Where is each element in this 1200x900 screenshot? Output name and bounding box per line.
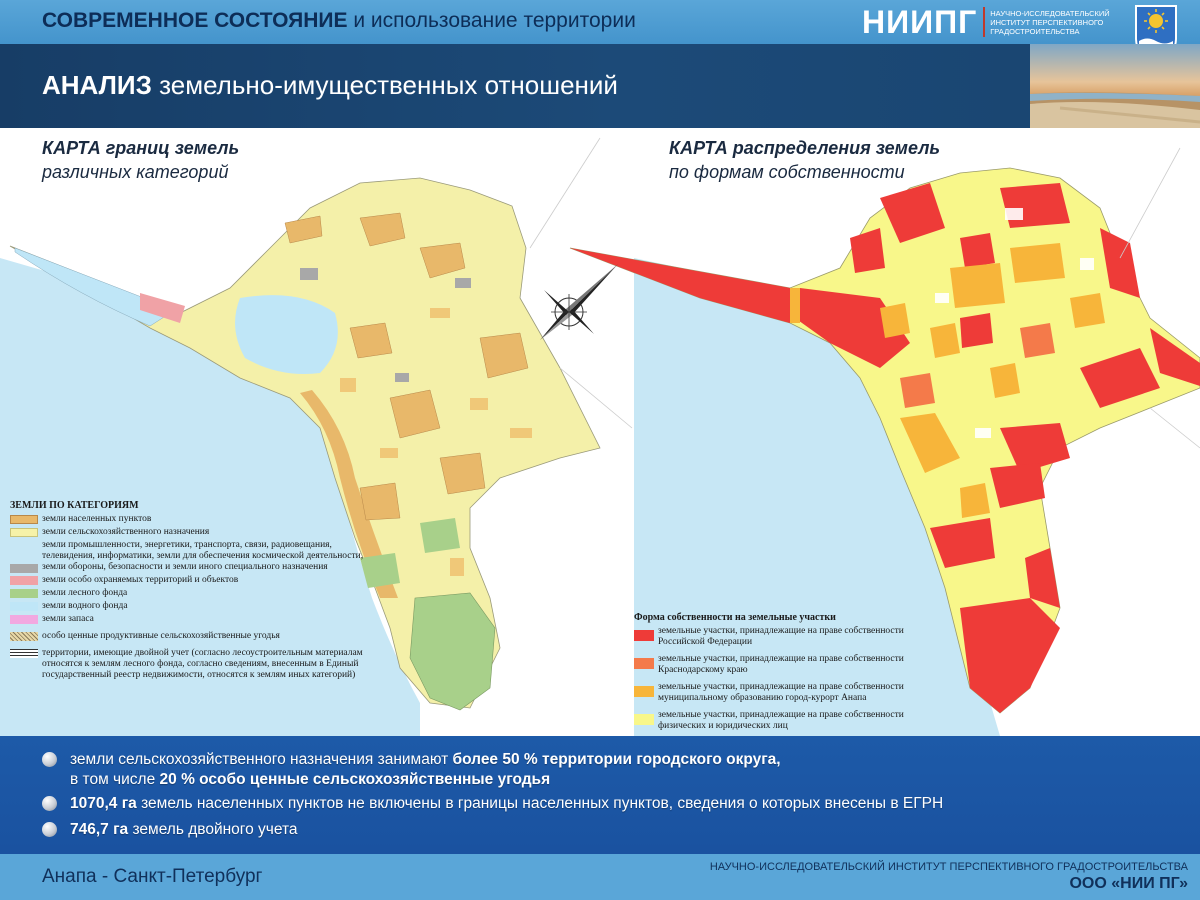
compass-rose-icon: [540, 264, 618, 340]
legend-swatch: [10, 615, 38, 624]
left-map-caption: КАРТА границ земель различных категорий: [42, 136, 239, 184]
legend-item: земли водного фонда: [10, 601, 375, 612]
legend-item: земельные участки, принадлежащие на прав…: [634, 654, 934, 676]
legend-item: земли сельскохозяйственного назначения: [10, 527, 375, 538]
section-title: АНАЛИЗ земельно-имущественных отношений: [42, 70, 618, 101]
legend-item: земли населенных пунктов: [10, 514, 375, 525]
page-title-rest: и использование территории: [347, 9, 636, 32]
section-title-bold: АНАЛИЗ: [42, 70, 152, 100]
section-banner: АНАЛИЗ земельно-имущественных отношений: [0, 44, 1030, 128]
beach-photo: [1030, 44, 1200, 128]
legend-label: земельные участки, принадлежащие на прав…: [658, 626, 904, 647]
legend-item: особо ценные продуктивные сельскохозяйст…: [10, 631, 375, 642]
legend-swatch: [634, 714, 654, 725]
right-map-caption-bold: КАРТА распределения земель: [669, 138, 941, 158]
legend-label: земельные участки, принадлежащие на прав…: [658, 654, 904, 675]
finding-text: 746,7 га земель двойного учета: [70, 820, 298, 840]
logo-subtitle: НАУЧНО-ИССЛЕДОВАТЕЛЬСКИЙ ИНСТИТУТ ПЕРСПЕ…: [990, 8, 1110, 36]
finding-pre: в том числе: [70, 771, 160, 788]
legend-item: земли промышленности, энергетики, трансп…: [10, 540, 375, 573]
legend-label: земли лесного фонда: [42, 588, 128, 598]
finding-post: земель населенных пунктов не включены в …: [136, 795, 944, 812]
legend-swatch-stripe: [10, 649, 38, 658]
logo-text: НИИПГ: [862, 4, 978, 40]
legend-item: земельные участки, принадлежащие на прав…: [634, 626, 934, 648]
finding-item: земли сельскохозяйственного назначения з…: [42, 750, 781, 790]
legend-label: особо ценные продуктивные сельскохозяйст…: [42, 631, 280, 641]
top-header-bar: СОВРЕМЕННОЕ СОСТОЯНИЕ и использование те…: [0, 0, 1200, 44]
legend-swatch: [10, 602, 38, 611]
legend-item: земли запаса: [10, 614, 375, 625]
finding-item: 1070,4 га земель населенных пунктов не в…: [42, 794, 943, 814]
left-legend-title: ЗЕМЛИ ПО КАТЕГОРИЯМ: [10, 500, 139, 511]
finding-bold: 746,7 га: [70, 821, 129, 838]
legend-swatch: [10, 576, 38, 585]
finding-text: земли сельскохозяйственного назначения з…: [70, 750, 781, 790]
legend-item: земельные участки, принадлежащие на прав…: [634, 682, 934, 704]
finding-post: земель двойного учета: [128, 821, 298, 838]
page-title: СОВРЕМЕННОЕ СОСТОЯНИЕ и использование те…: [42, 9, 636, 33]
right-map-caption: КАРТА распределения земель по формам соб…: [669, 136, 940, 184]
footer-institute-block: НАУЧНО-ИССЛЕДОВАТЕЛЬСКИЙ ИНСТИТУТ ПЕРСПЕ…: [710, 860, 1188, 894]
left-map-legend: ЗЕМЛИ ПО КАТЕГОРИЯМ земли населенных пун…: [10, 500, 375, 683]
section-title-rest: земельно-имущественных отношений: [151, 70, 618, 100]
logo-divider: [983, 7, 986, 37]
left-map-base: [0, 137, 633, 736]
legend-label: земли населенных пунктов: [42, 514, 152, 524]
legend-label: земельные участки, принадлежащие на прав…: [658, 710, 904, 731]
finding-bold: более 50 % территории городского округа,: [452, 751, 781, 768]
legend-swatch: [10, 564, 38, 573]
legend-item: земельные участки, принадлежащие на прав…: [634, 710, 934, 732]
legend-swatch: [10, 589, 38, 598]
legend-label: земли особо охраняемых территорий и объе…: [42, 575, 239, 585]
maps-drawing: [0, 137, 1200, 736]
legend-swatch: [10, 515, 38, 524]
footer-city: Анапа - Санкт-Петербург: [42, 866, 263, 887]
finding-bold: 20 % особо ценные сельскохозяйственные у…: [159, 771, 551, 788]
findings-panel: земли сельскохозяйственного назначения з…: [0, 736, 1200, 854]
footer-institute: НАУЧНО-ИССЛЕДОВАТЕЛЬСКИЙ ИНСТИТУТ ПЕРСПЕ…: [709, 861, 1188, 873]
legend-swatch: [634, 630, 654, 641]
finding-pre: земли сельскохозяйственного назначения з…: [70, 751, 453, 768]
legend-item: земли лесного фонда: [10, 588, 375, 599]
left-map-caption-bold: КАРТА границ земель: [42, 138, 240, 158]
legend-label: земли промышленности, энергетики, трансп…: [42, 540, 364, 572]
legend-label: земли запаса: [42, 614, 94, 624]
legend-item: территории, имеющие двойной учет (соглас…: [10, 648, 375, 681]
footer: Анапа - Санкт-Петербург НАУЧНО-ИССЛЕДОВА…: [0, 854, 1200, 900]
right-map-base: [569, 147, 1200, 736]
finding-bold: 1070,4 га: [70, 795, 137, 812]
legend-label: земли водного фонда: [42, 601, 128, 611]
legend-swatch: [10, 528, 38, 537]
right-legend-title: Форма собственности на земельные участки: [634, 612, 836, 623]
bullet-icon: [42, 752, 57, 767]
right-map-legend: Форма собственности на земельные участки…: [634, 612, 934, 738]
maps-section: КАРТА границ земель различных категорий …: [0, 128, 1200, 736]
legend-label: территории, имеющие двойной учет (соглас…: [42, 648, 363, 680]
legend-item: земли особо охраняемых территорий и объе…: [10, 575, 375, 586]
bullet-icon: [42, 796, 57, 811]
footer-org: ООО «НИИ ПГ»: [1069, 875, 1188, 892]
legend-swatch: [634, 686, 654, 697]
right-map-caption-rest: по формам собственности: [669, 162, 905, 182]
page-title-bold: СОВРЕМЕННОЕ СОСТОЯНИЕ: [42, 9, 348, 32]
legend-swatch: [634, 658, 654, 669]
bullet-icon: [42, 822, 57, 837]
legend-swatch-hatch: [10, 632, 38, 641]
niipg-logo: НИИПГ НАУЧНО-ИССЛЕДОВАТЕЛЬСКИЙ ИНСТИТУТ …: [862, 3, 1130, 41]
finding-text: 1070,4 га земель населенных пунктов не в…: [70, 794, 943, 814]
finding-item: 746,7 га земель двойного учета: [42, 820, 298, 840]
legend-label: земли сельскохозяйственного назначения: [42, 527, 210, 537]
left-map-caption-rest: различных категорий: [42, 162, 229, 182]
legend-label: земельные участки, принадлежащие на прав…: [658, 682, 904, 703]
